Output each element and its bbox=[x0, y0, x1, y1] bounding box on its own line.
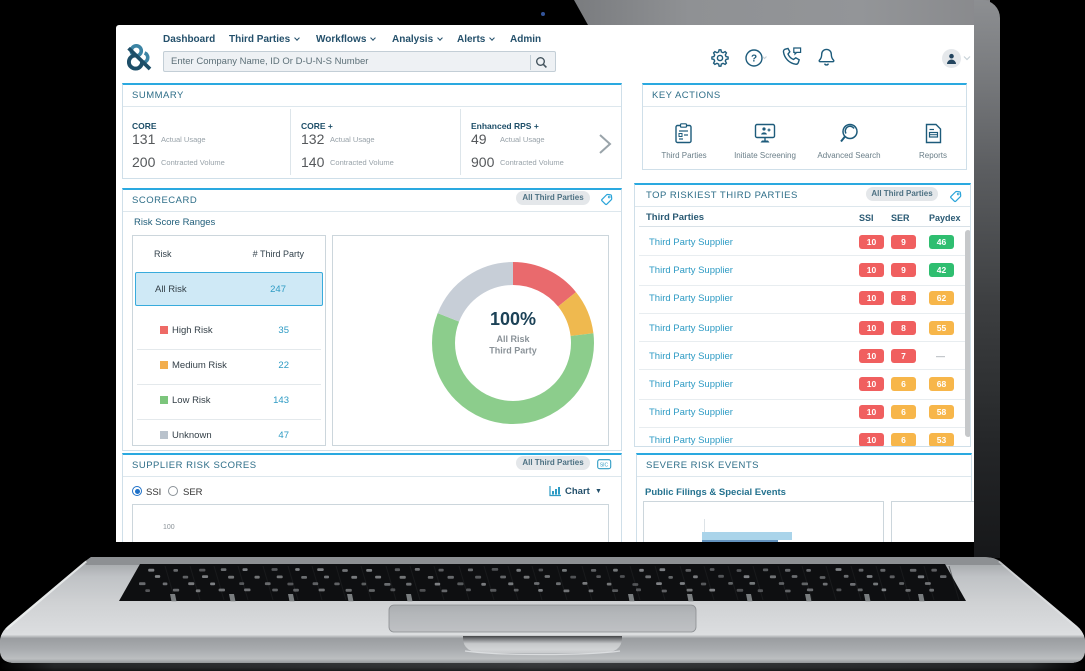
svg-text:Third Party: Third Party bbox=[489, 346, 537, 356]
svg-text:All Risk: All Risk bbox=[496, 334, 530, 344]
svg-text:100%: 100% bbox=[490, 309, 536, 329]
svg-text:SIC: SIC bbox=[600, 463, 609, 469]
svg-text:?: ? bbox=[751, 54, 757, 65]
